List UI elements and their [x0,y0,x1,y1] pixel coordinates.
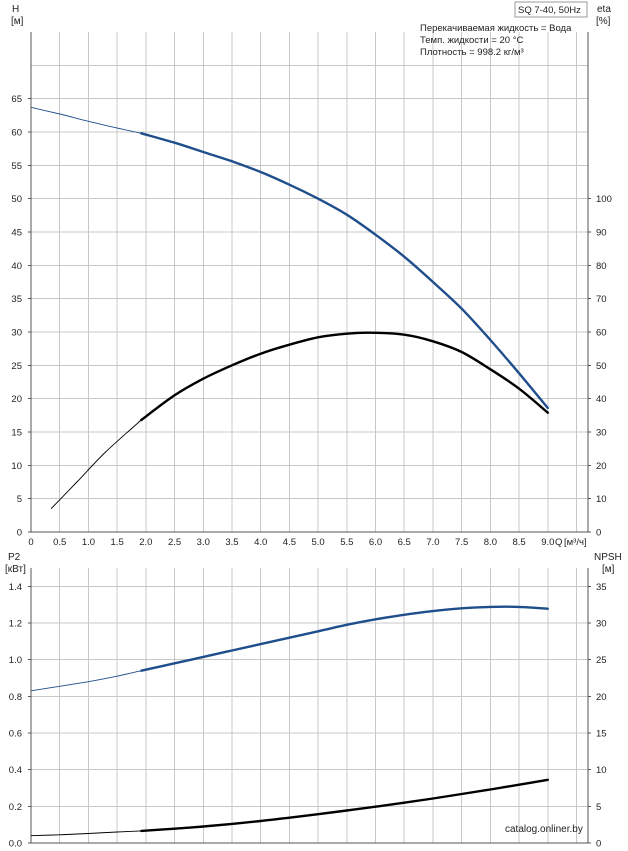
h-tick-label: 20 [11,394,22,405]
curve-top-0-thin [30,106,142,134]
top-right-axis-label: eta [597,4,611,15]
curves [30,106,549,837]
p2-tick-label: 0.0 [9,839,22,850]
npsh-tick-label: 25 [596,655,607,666]
top-grid [31,32,588,532]
q-tick-label: 7.0 [426,537,439,548]
eta-tick-label: 20 [596,461,607,472]
p2-tick-label: 0.2 [9,802,22,813]
watermark: catalog.onliner.by [505,824,583,835]
h-tick-label: 30 [11,328,22,339]
eta-tick-label: 40 [596,394,607,405]
h-tick-label: 40 [11,261,22,272]
p2-tick-label: 0.6 [9,729,22,740]
p2-tick-label: 1.2 [9,619,22,630]
curve-top-1 [140,331,549,422]
q-tick-label: 9.0 [541,537,554,548]
curve-top-0 [140,132,549,410]
h-tick-label: 65 [11,94,22,105]
eta-tick-label: 0 [596,528,601,539]
q-tick-label: 6.5 [398,537,411,548]
h-tick-label: 55 [11,161,22,172]
q-tick-label: 3.5 [225,537,238,548]
curve-bottom-0 [140,605,549,672]
npsh-tick-label: 35 [596,582,607,593]
q-tick-label: 5.5 [340,537,353,548]
tick-labels: 0510152025303540455055606501020304050607… [9,94,612,849]
q-tick-label: 2.5 [168,537,181,548]
eta-tick-label: 90 [596,228,607,239]
q-tick-label: 7.5 [455,537,468,548]
q-tick-label: 8.5 [512,537,525,548]
curve-top-1-thin [50,419,142,510]
curve-bottom-1 [140,778,549,833]
bottom-grid [31,568,588,843]
model-box [514,1,588,18]
top-left-axis-unit: [м] [11,16,24,27]
bottom-left-axis-unit: [кВт] [5,564,26,575]
eta-tick-label: 30 [596,428,607,439]
h-tick-label: 15 [11,428,22,439]
h-tick-label: 45 [11,228,22,239]
p2-tick-label: 1.4 [9,582,22,593]
p2-tick-label: 0.8 [9,692,22,703]
q-tick-label: 1.5 [111,537,124,548]
q-tick-label: 0.5 [53,537,66,548]
eta-tick-label: 10 [596,494,607,505]
p2-tick-label: 1.0 [9,655,22,666]
q-tick-label: 4.0 [254,537,267,548]
curve-bottom-1-thin [30,830,142,837]
curve-bottom-0-thin [30,670,142,692]
h-tick-label: 0 [17,528,22,539]
h-tick-label: 5 [17,494,22,505]
x-axis-label: Q [555,537,562,548]
p2-tick-label: 0.4 [9,765,22,776]
q-tick-label: 1.0 [82,537,95,548]
npsh-tick-label: 15 [596,729,607,740]
eta-tick-label: 80 [596,261,607,272]
bottom-left-axis-label: P2 [8,552,21,563]
q-tick-label: 8.0 [484,537,497,548]
h-tick-label: 50 [11,194,22,205]
eta-tick-label: 50 [596,361,607,372]
bottom-right-axis-unit: [м] [602,564,615,575]
q-tick-label: 4.5 [283,537,296,548]
q-tick-label: 5.0 [312,537,325,548]
eta-tick-label: 100 [596,194,612,205]
h-tick-label: 60 [11,128,22,139]
npsh-tick-label: 5 [596,802,601,813]
h-tick-label: 35 [11,294,22,305]
info-line-2: Темп. жидкости = 20 °C [420,35,523,46]
q-tick-label: 3.0 [197,537,210,548]
npsh-tick-label: 20 [596,692,607,703]
eta-tick-label: 70 [596,294,607,305]
npsh-tick-label: 10 [596,765,607,776]
info-line-1: Перекачиваемая жидкость = Вода [420,23,572,34]
bottom-right-axis-label: NPSH [594,552,622,563]
info-line-3: Плотность = 998.2 кг/м³ [420,47,524,58]
h-tick-label: 25 [11,361,22,372]
q-tick-label: 6.0 [369,537,382,548]
q-tick-label: 0 [28,537,33,548]
top-left-axis-label: H [12,4,19,15]
model-label: SQ 7-40, 50Hz [518,5,581,16]
npsh-tick-label: 30 [596,619,607,630]
npsh-tick-label: 0 [596,839,601,850]
eta-tick-label: 60 [596,328,607,339]
top-right-axis-unit: [%] [596,16,611,27]
x-axis-unit: [м³/ч] [564,537,587,548]
h-tick-label: 10 [11,461,22,472]
q-tick-label: 2.0 [139,537,152,548]
